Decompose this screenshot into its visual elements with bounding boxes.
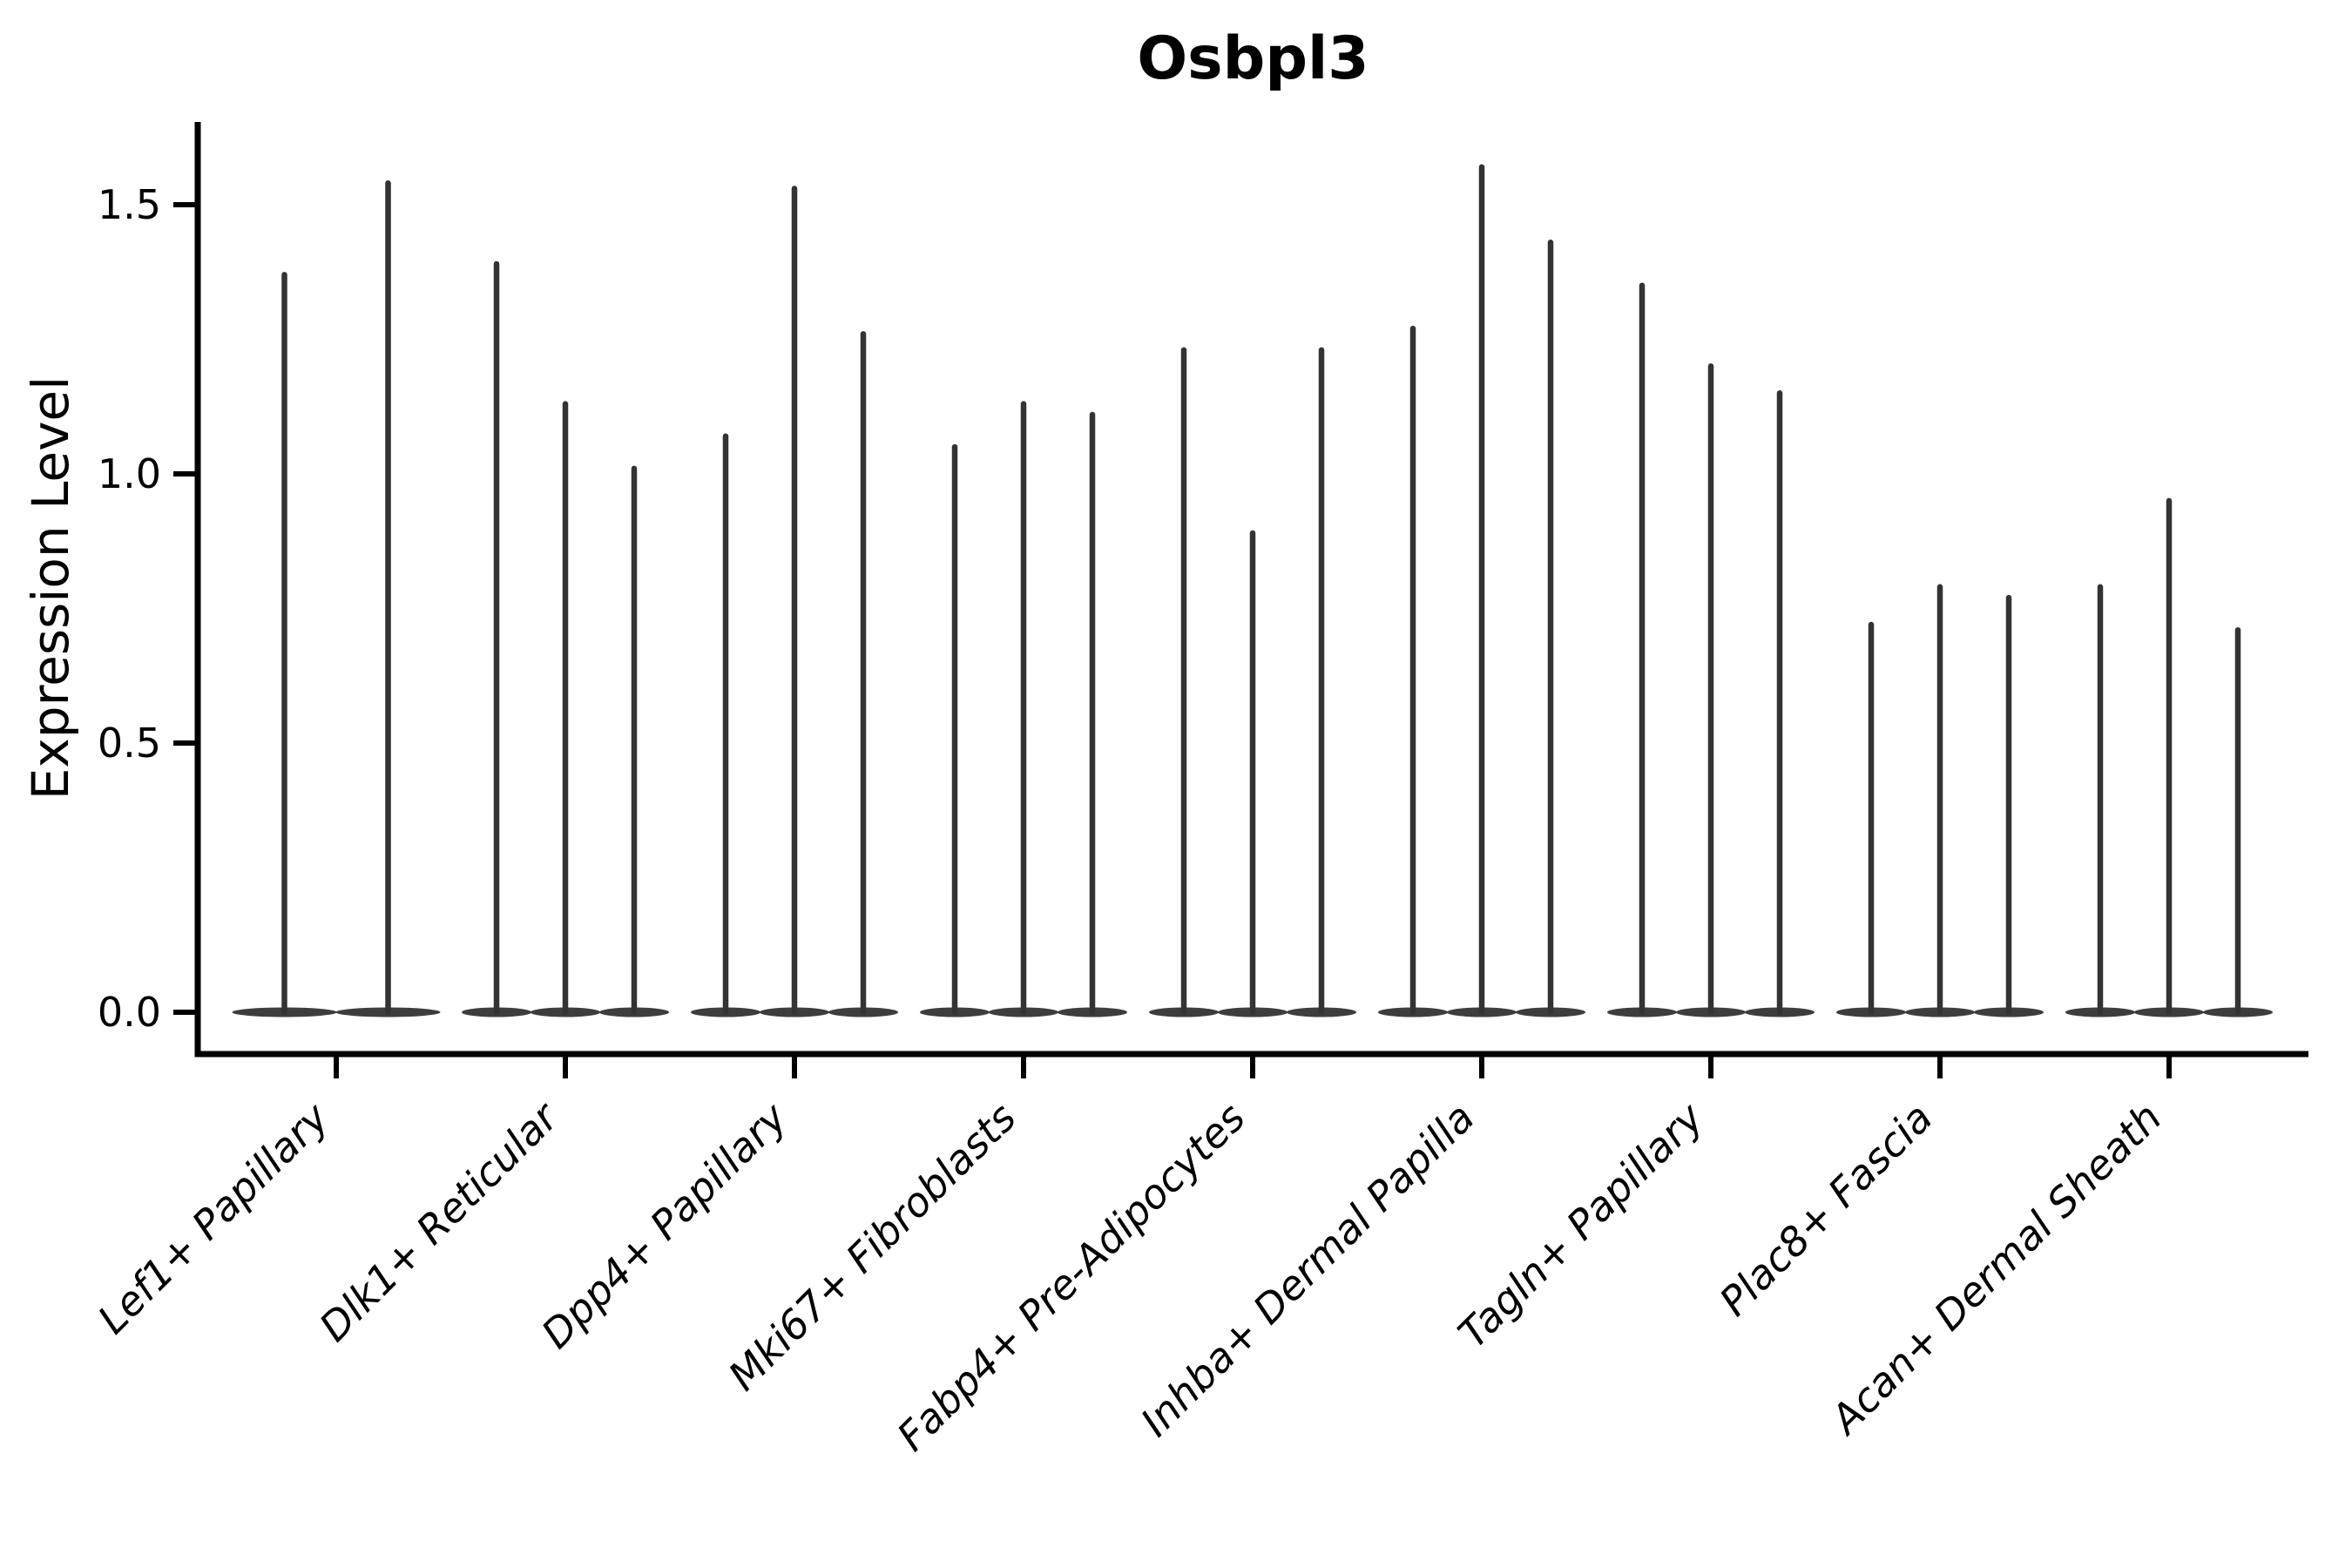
x-tick-label: Lef1+ Papillary bbox=[89, 1093, 338, 1342]
x-tick-label: Tagln+ Papillary bbox=[1449, 1093, 1713, 1357]
y-tick-label: 0.5 bbox=[98, 720, 161, 767]
y-tick-label: 1.0 bbox=[98, 450, 161, 497]
x-tick-label: Plac8+ Fascia bbox=[1710, 1094, 1941, 1325]
y-axis-label: Expression Level bbox=[21, 376, 80, 800]
x-tick-label: Dlk1+ Reticular bbox=[310, 1092, 569, 1350]
y-tick-label: 1.5 bbox=[98, 181, 161, 228]
y-tick-label: 0.0 bbox=[98, 989, 161, 1036]
chart-title: Osbpl3 bbox=[1137, 24, 1369, 93]
x-tick-label: Dpp4+ Papillary bbox=[532, 1093, 796, 1357]
